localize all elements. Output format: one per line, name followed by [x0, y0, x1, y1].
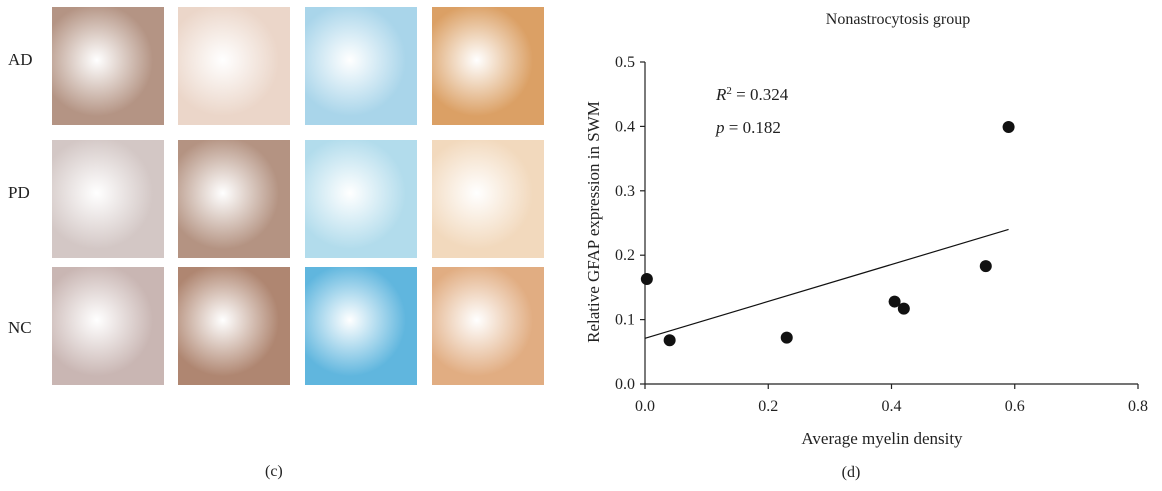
- y-tick-label: 0.5: [615, 54, 635, 71]
- y-axis-label: Relative GFAP expression in SWM: [584, 101, 603, 343]
- y-tick-label: 0.2: [615, 247, 635, 264]
- y-tick-label: 0.1: [615, 312, 635, 329]
- scatter-chart: Nonastrocytosis group 0.0 0.2 0.4 0.6 0.80.0…: [584, 11, 1148, 481]
- y-tick-label: 0.0: [615, 376, 635, 393]
- data-point: [979, 260, 992, 273]
- histology-panel-c: AD PD NC (c): [0, 0, 560, 491]
- r-squared-annotation: R2 = 0.324: [715, 85, 789, 104]
- x-tick-label: 0.2: [758, 398, 778, 415]
- histology-image-nc-2: [178, 267, 290, 385]
- histology-image-ad-3: [305, 7, 417, 125]
- data-points: [640, 121, 1015, 347]
- y-tick-label: 0.3: [615, 183, 635, 200]
- row-label-ad: AD: [8, 50, 33, 69]
- histology-image-nc-1: [52, 267, 164, 385]
- histology-image-pd-1: [52, 140, 164, 258]
- x-axis-label: Average myelin density: [801, 429, 963, 448]
- panel-caption-d: (d): [842, 464, 861, 481]
- data-point: [640, 273, 653, 286]
- histology-image-pd-4: [432, 140, 544, 258]
- row-label-nc: NC: [8, 318, 32, 337]
- x-tick-label: 0.8: [1128, 398, 1148, 415]
- chart-ticks: 0.0 0.2 0.4 0.6 0.8 0.0 0.1 0.2 0.3 0.4 0.5: [615, 54, 1148, 415]
- y-tick-label: 0.4: [615, 118, 635, 135]
- histology-image-pd-2: [178, 140, 290, 258]
- row-label-pd: PD: [8, 183, 30, 202]
- x-tick-label: 0.4: [882, 398, 902, 415]
- chart-title: Nonastrocytosis group: [826, 11, 970, 28]
- histology-image-nc-4: [432, 267, 544, 385]
- histology-image-ad-2: [178, 7, 290, 125]
- histology-image-nc-3: [305, 267, 417, 385]
- chart-axes: [644, 62, 1138, 385]
- data-point: [897, 302, 910, 315]
- histology-image-ad-4: [432, 7, 544, 125]
- p-value-annotation: p = 0.182: [715, 118, 781, 137]
- panel-caption-c: (c): [265, 463, 283, 480]
- regression-line: [644, 228, 1009, 339]
- histology-image-pd-3: [305, 140, 417, 258]
- data-point: [663, 334, 676, 347]
- data-point: [888, 295, 901, 308]
- histology-image-ad-1: [52, 7, 164, 125]
- data-point: [780, 331, 793, 344]
- data-point: [1002, 121, 1015, 134]
- x-tick-label: 0.6: [1005, 398, 1025, 415]
- x-tick-label: 0.0: [635, 398, 655, 415]
